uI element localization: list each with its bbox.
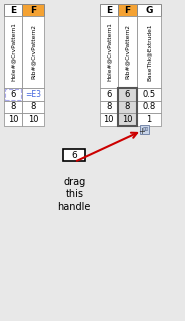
Text: 1: 1: [147, 115, 152, 124]
Bar: [118, 113, 137, 126]
Bar: [118, 4, 137, 16]
Bar: [137, 113, 161, 126]
Text: E: E: [10, 6, 16, 15]
Text: F: F: [30, 6, 36, 15]
Bar: [22, 16, 44, 88]
Text: 0.5: 0.5: [143, 90, 156, 99]
Bar: [63, 149, 85, 161]
Bar: [118, 16, 137, 88]
Text: 8: 8: [11, 102, 16, 111]
Text: 6: 6: [125, 90, 130, 99]
Text: F: F: [124, 6, 131, 15]
Bar: [140, 125, 149, 134]
Bar: [100, 113, 118, 126]
Bar: [4, 4, 22, 16]
Bar: [22, 88, 44, 100]
Bar: [22, 4, 44, 16]
Bar: [118, 88, 137, 100]
Bar: [22, 113, 44, 126]
Text: G: G: [145, 6, 153, 15]
Bar: [100, 16, 118, 88]
Bar: [4, 16, 22, 88]
Text: 10: 10: [28, 115, 38, 124]
Text: 8: 8: [106, 102, 111, 111]
Bar: [137, 16, 161, 88]
Text: 10: 10: [122, 115, 133, 124]
Text: Hole#@CrvPattern1: Hole#@CrvPattern1: [11, 22, 16, 82]
Text: Rib#@CrvPattern2: Rib#@CrvPattern2: [125, 24, 130, 80]
Bar: [4, 113, 22, 126]
Bar: [100, 4, 118, 16]
Text: Hole#@CrvPattern1: Hole#@CrvPattern1: [106, 22, 111, 82]
Text: Rib#@CrvPattern2: Rib#@CrvPattern2: [30, 24, 35, 80]
Bar: [22, 100, 44, 113]
Text: 10: 10: [103, 115, 114, 124]
Text: +: +: [138, 127, 145, 136]
Text: ⊞: ⊞: [142, 127, 147, 132]
Bar: [137, 4, 161, 16]
Bar: [100, 100, 118, 113]
Text: =E3: =E3: [25, 90, 41, 99]
Bar: [100, 88, 118, 100]
Text: 6: 6: [106, 90, 111, 99]
Text: 6: 6: [11, 90, 16, 99]
Text: drag
this
handle: drag this handle: [58, 177, 91, 212]
Bar: [4, 100, 22, 113]
Text: 6: 6: [71, 151, 77, 160]
Text: 10: 10: [8, 115, 18, 124]
Text: 8: 8: [30, 102, 36, 111]
Text: BaseThk@Extrude1: BaseThk@Extrude1: [147, 23, 152, 81]
Text: 0.8: 0.8: [142, 102, 156, 111]
Bar: [137, 88, 161, 100]
Bar: [118, 88, 137, 126]
Bar: [5, 89, 21, 100]
Text: 8: 8: [125, 102, 130, 111]
Bar: [4, 88, 22, 100]
Bar: [118, 100, 137, 113]
Text: E: E: [106, 6, 112, 15]
Bar: [137, 100, 161, 113]
